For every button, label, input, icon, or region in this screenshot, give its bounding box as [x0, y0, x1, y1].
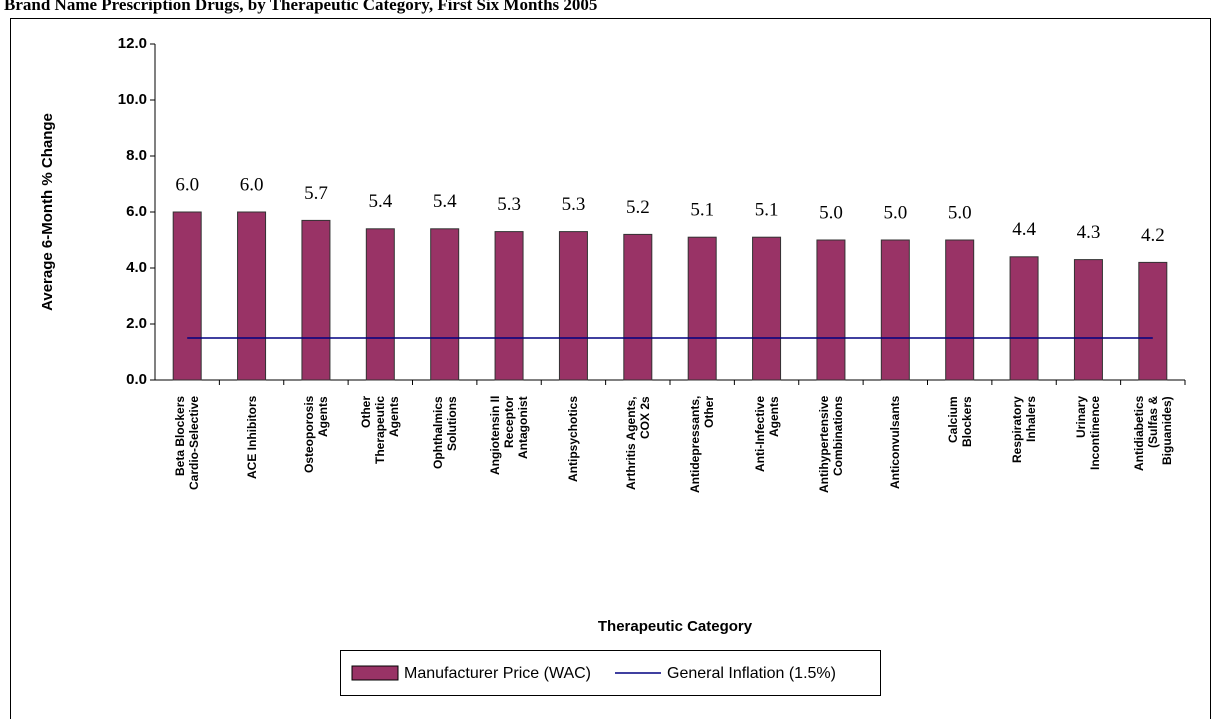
value-label: 5.2 [626, 197, 650, 218]
value-label: 6.0 [175, 174, 199, 195]
x-tick-label: Anticonvulsants [888, 396, 903, 490]
value-label: 6.0 [240, 174, 264, 195]
legend-label: Manufacturer Price (WAC) [404, 665, 591, 682]
value-label: 5.4 [433, 191, 457, 212]
bar [1073, 259, 1103, 381]
y-tick-label: 12.0 [118, 35, 147, 52]
bar [752, 236, 782, 381]
bar [172, 211, 202, 381]
bar [558, 231, 588, 381]
value-label: 5.3 [497, 194, 521, 215]
x-tick-label: Osteoporosis Agents [301, 396, 330, 474]
value-label: 4.2 [1141, 225, 1165, 246]
value-label: 5.0 [819, 202, 843, 223]
bar [687, 236, 717, 381]
y-tick-label: 8.0 [126, 147, 147, 164]
value-label: 5.7 [304, 183, 328, 204]
x-tick-label: Antihypertensive Combinations [816, 396, 845, 494]
bar [301, 219, 331, 381]
value-label: 5.0 [883, 202, 907, 223]
legend-box [340, 650, 881, 696]
bar [365, 228, 395, 381]
x-tick-label: Other Therapeutic Agents [359, 396, 402, 465]
value-label: 5.1 [755, 200, 779, 221]
y-tick-label: 6.0 [126, 203, 147, 220]
chart-title: Brand Name Prescription Drugs, by Therap… [4, 0, 597, 14]
bar [430, 228, 460, 381]
y-tick-label: 0.0 [126, 371, 147, 388]
y-axis-label: Average 6-Month % Change [39, 113, 56, 311]
x-tick-label: Ophthalmics Solutions [430, 396, 459, 469]
x-tick-label: Urinary Incontinence [1074, 396, 1103, 471]
legend-label: General Inflation (1.5%) [667, 665, 836, 682]
bar [816, 239, 846, 381]
value-label: 5.1 [690, 200, 714, 221]
y-tick-label: 4.0 [126, 259, 147, 276]
value-label: 5.3 [562, 194, 586, 215]
value-label: 4.3 [1077, 222, 1101, 243]
bar [880, 239, 910, 381]
bar [945, 239, 975, 381]
x-tick-label: Calcium Blockers [945, 396, 974, 447]
x-tick-label: Beta Blockers Cardio-Selective [173, 396, 202, 491]
bar [237, 211, 267, 381]
y-tick-label: 10.0 [118, 91, 147, 108]
x-tick-label: Respiratory Inhalers [1010, 396, 1039, 463]
x-tick-label: Antipsychotics [566, 396, 581, 483]
x-tick-label: Antidepressants, Other [688, 396, 717, 494]
x-tick-label: ACE Inhibitors [244, 396, 259, 480]
bar [494, 231, 524, 381]
x-tick-label: Antidiabetics (Sulfas & Biguanides) [1131, 396, 1174, 472]
bar [623, 233, 653, 381]
chart-frame [10, 18, 1211, 719]
value-label: 5.0 [948, 202, 972, 223]
x-tick-label: Angiotensin II Receptor Antagonist [488, 396, 531, 476]
bar [1009, 256, 1039, 381]
bar [1138, 261, 1168, 381]
x-tick-label: Anti-Infective Agents [752, 396, 781, 473]
legend-swatch [351, 665, 399, 681]
x-tick-label: Arthritis Agents, COX 2s [623, 396, 652, 490]
y-tick-label: 2.0 [126, 315, 147, 332]
x-axis-label: Therapeutic Category [598, 618, 753, 635]
value-label: 4.4 [1012, 219, 1036, 240]
value-label: 5.4 [368, 191, 392, 212]
